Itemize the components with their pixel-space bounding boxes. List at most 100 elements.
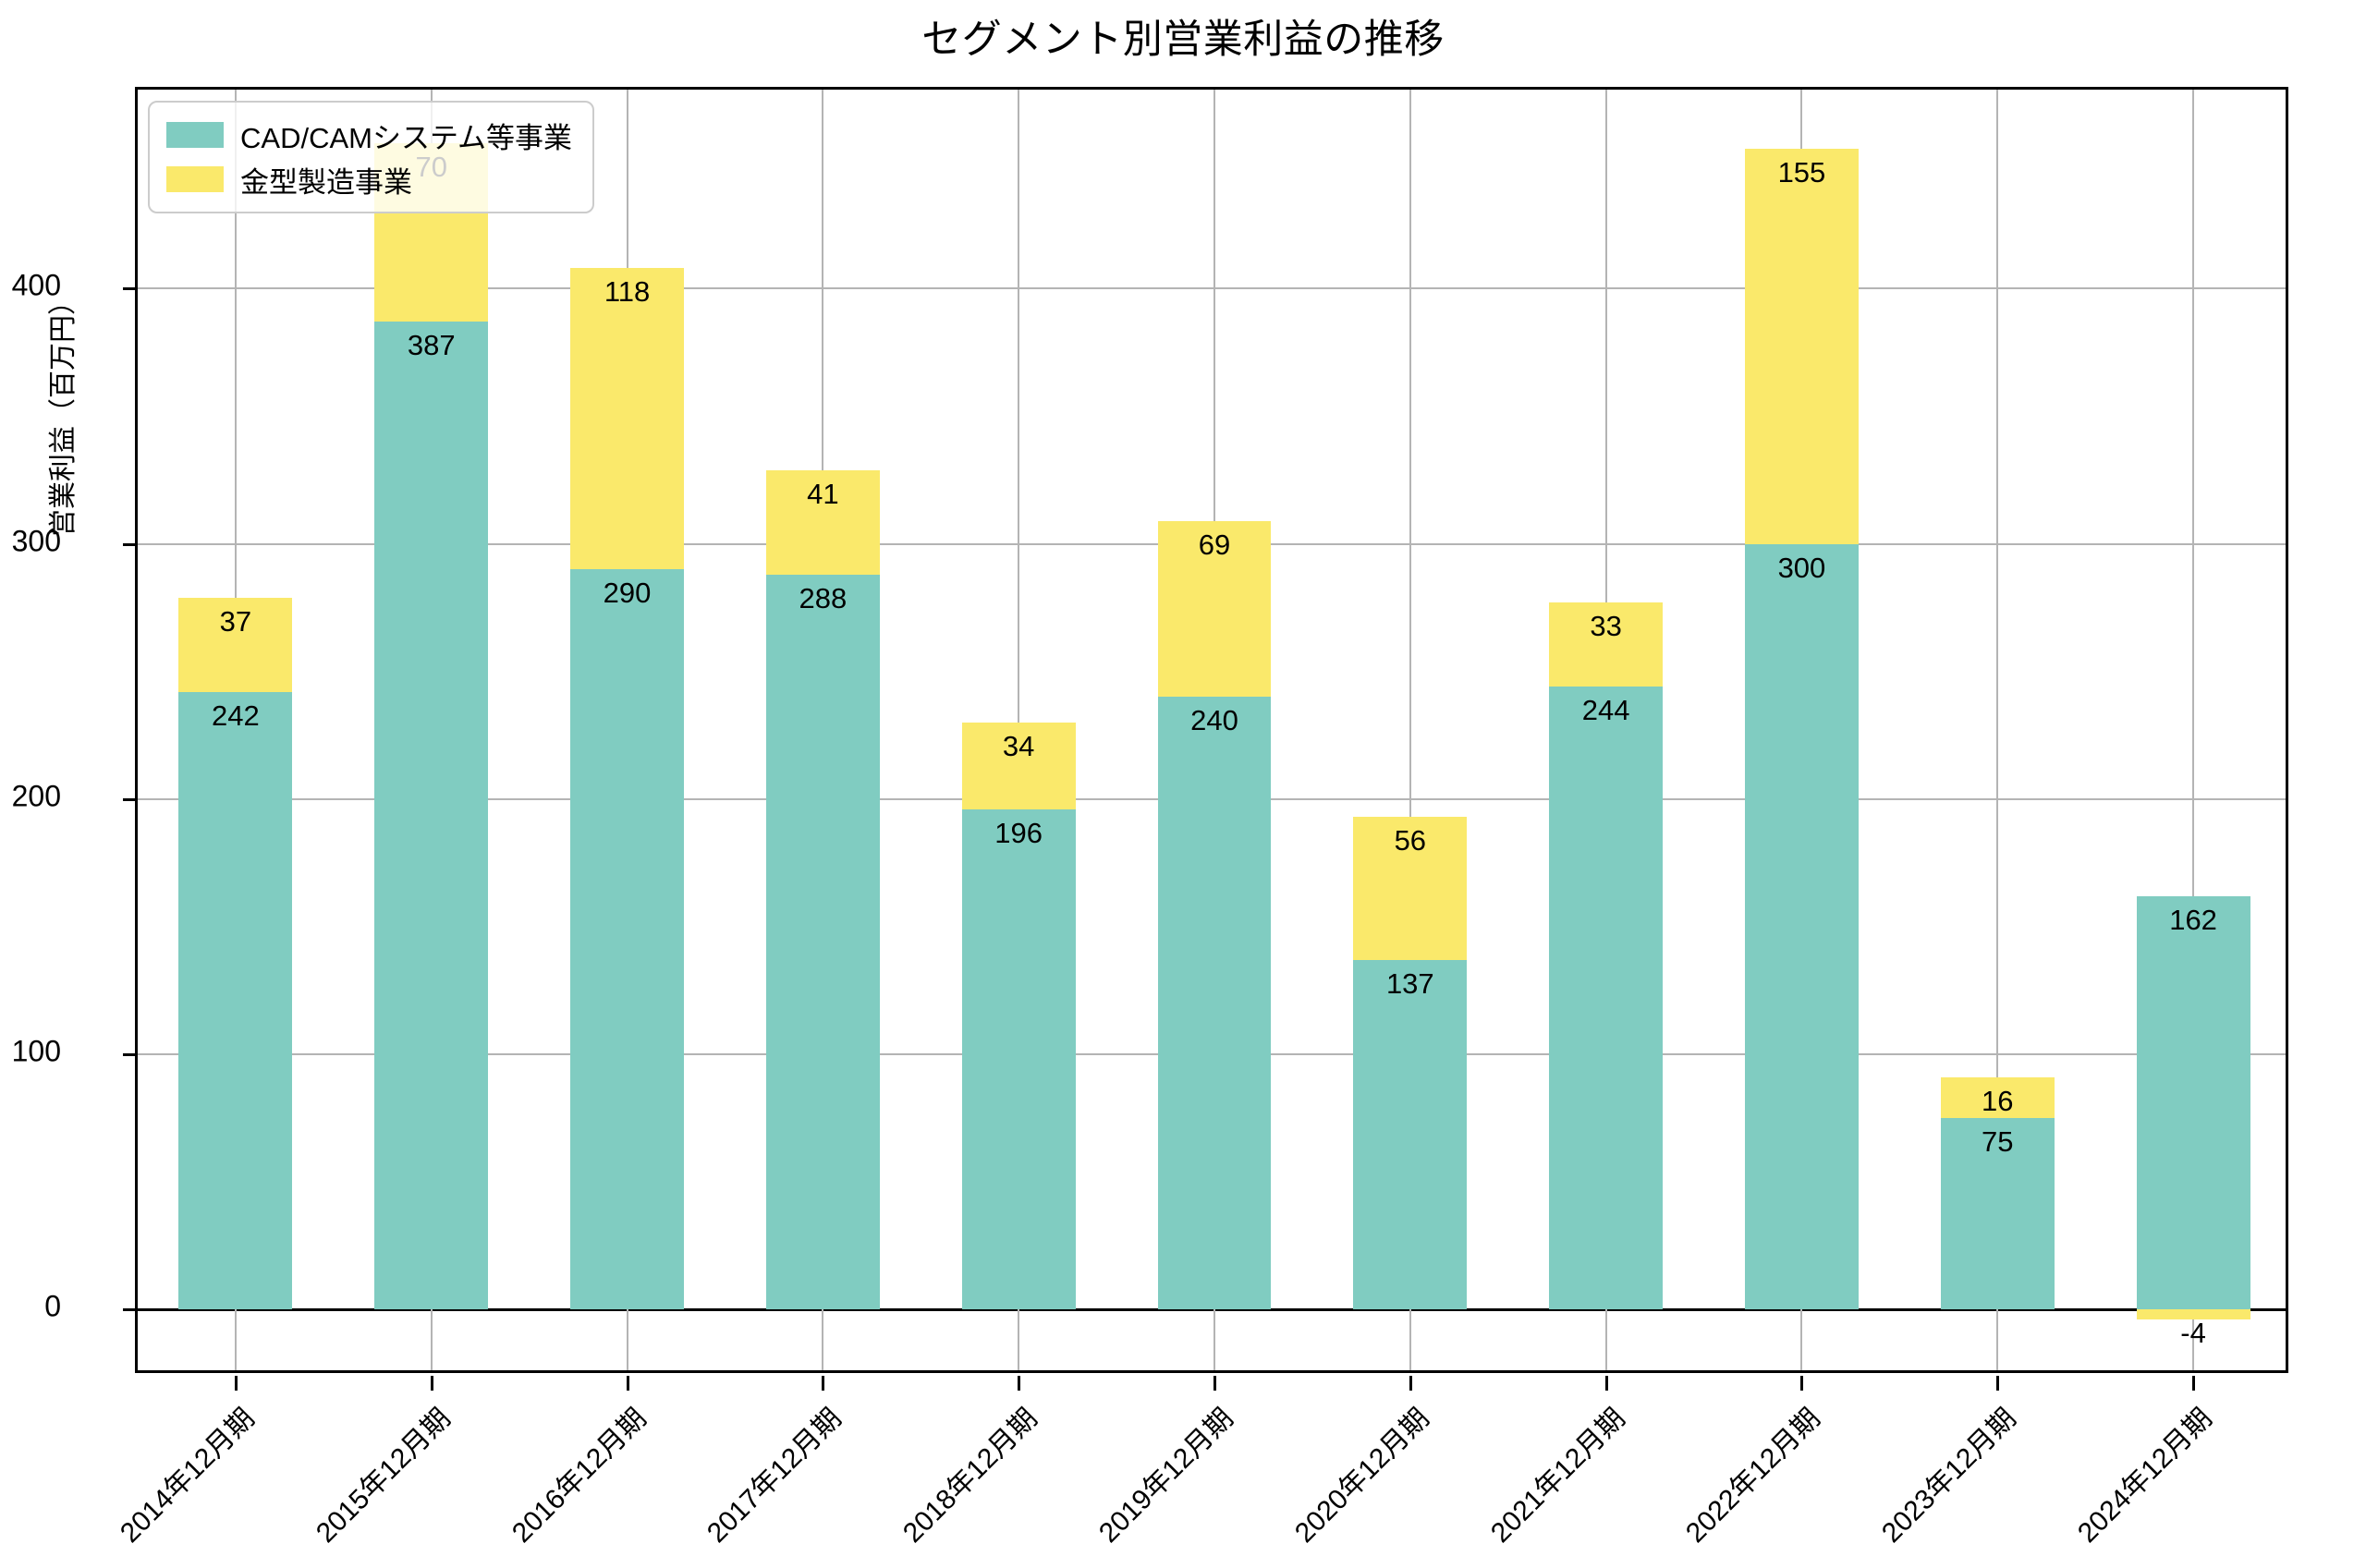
x-tick-label-9: 2023年12月期 xyxy=(1876,1403,2023,1550)
y-tick-mark xyxy=(123,542,138,546)
x-tick-mark xyxy=(1018,1376,1021,1391)
bar-segment-cadcam[interactable] xyxy=(1745,543,1859,1310)
bar-group[interactable]: 38770 xyxy=(374,90,489,1376)
bar-segment-cadcam[interactable] xyxy=(1940,1118,2055,1310)
bar-segment-mold[interactable] xyxy=(2136,1309,2250,1320)
plot-area: 242 37 38770 290 118 288 41 196 34 240 69 137 56 244 3… xyxy=(123,87,2288,1391)
y-axis-label: 営業利益（百万円） xyxy=(48,287,79,537)
bar-segment-cadcam[interactable] xyxy=(2136,895,2250,1310)
bar-segment-mold[interactable] xyxy=(570,268,684,570)
bar-value-label-cadcam: 244 xyxy=(1581,694,1630,727)
x-tick-mark xyxy=(822,1376,825,1391)
x-tick-label-4: 2018年12月期 xyxy=(897,1403,1043,1550)
bar-group[interactable]: 75 16 xyxy=(1940,90,2055,1376)
y-tick-label-400: 400 xyxy=(11,268,61,302)
x-tick-label-6: 2020年12月期 xyxy=(1288,1403,1435,1550)
bar-segment-mold[interactable] xyxy=(961,722,1076,809)
x-tick-mark xyxy=(626,1376,629,1391)
bar-segment-mold[interactable] xyxy=(1549,602,1664,687)
bar-value-label-cadcam: 300 xyxy=(1777,551,1826,584)
x-tick-mark xyxy=(1409,1376,1412,1391)
bar-group[interactable]: 244 33 xyxy=(1549,90,1664,1376)
x-tick-mark xyxy=(1800,1376,1804,1391)
y-tick-label-300: 300 xyxy=(11,524,61,558)
x-tick-mark xyxy=(430,1376,433,1391)
legend-item-0[interactable]: CAD/CAMシステム等事業 xyxy=(166,117,572,154)
y-tick-label-200: 200 xyxy=(11,779,61,813)
x-tick-label-5: 2019年12月期 xyxy=(1093,1403,1239,1550)
chart-title: セグメント別営業利益の推移 xyxy=(921,18,1445,62)
x-tick-label-1: 2015年12月期 xyxy=(310,1403,457,1550)
y-tick-mark xyxy=(123,1308,138,1312)
bar-value-label-mold: 118 xyxy=(604,275,651,309)
gridline-x-10 xyxy=(2192,90,2195,1370)
chart-legend[interactable]: CAD/CAMシステム等事業 金型製造事業 xyxy=(148,101,595,213)
bar-segment-cadcam[interactable] xyxy=(570,569,684,1310)
y-tick-label-100: 100 xyxy=(11,1034,61,1068)
y-tick-mark xyxy=(123,797,138,801)
legend-swatch-icon xyxy=(166,166,224,192)
bar-value-label-mold: -4 xyxy=(2180,1317,2206,1350)
bar-group[interactable]: 240 69 xyxy=(1157,90,1272,1376)
gridline-y-0 xyxy=(138,1308,2286,1312)
bar-value-label-mold: 155 xyxy=(1777,155,1826,188)
gridline-x-6 xyxy=(1409,90,1411,1370)
x-tick-label-8: 2022年12月期 xyxy=(1680,1403,1827,1550)
x-tick-mark xyxy=(1996,1376,2000,1391)
y-tick-mark xyxy=(123,1053,138,1056)
bar-group[interactable]: 162 -4 xyxy=(2136,90,2250,1376)
x-tick-label-10: 2024年12月期 xyxy=(2072,1403,2218,1550)
bar-value-label-mold: 33 xyxy=(1590,610,1622,643)
bar-value-label-cadcam: 196 xyxy=(994,816,1043,849)
bar-segment-mold[interactable] xyxy=(765,469,880,575)
bar-segment-cadcam[interactable] xyxy=(1549,687,1664,1310)
bar-value-label-mold: 56 xyxy=(1394,824,1427,857)
x-tick-mark xyxy=(234,1376,238,1391)
bar-value-label-mold: 37 xyxy=(219,604,252,638)
bar-group[interactable]: 137 56 xyxy=(1353,90,1468,1376)
x-tick-label-2: 2016年12月期 xyxy=(506,1403,652,1550)
bar-group[interactable]: 290 118 xyxy=(570,90,684,1376)
bar-group[interactable]: 288 41 xyxy=(765,90,880,1376)
bar-value-label-cadcam: 290 xyxy=(603,577,652,610)
x-tick-mark xyxy=(2192,1376,2196,1391)
gridline-x-9 xyxy=(1996,90,1999,1370)
legend-label: 金型製造事業 xyxy=(240,165,412,199)
bar-segment-mold[interactable] xyxy=(1745,148,1859,544)
bar-segment-mold[interactable] xyxy=(1353,817,1468,960)
bar-value-label-cadcam: 242 xyxy=(212,699,260,732)
y-tick-label-0: 0 xyxy=(44,1289,61,1323)
bar-value-label-mold: 16 xyxy=(1982,1084,2014,1117)
x-tick-label-7: 2021年12月期 xyxy=(1484,1403,1631,1550)
bar-segment-mold[interactable] xyxy=(1157,520,1272,698)
bar-value-label-cadcam: 288 xyxy=(799,581,848,614)
bar-value-label-mold: 41 xyxy=(807,477,839,510)
bar-segment-cadcam[interactable] xyxy=(961,808,1076,1310)
bar-group[interactable]: 196 34 xyxy=(961,90,1076,1376)
bar-segment-cadcam[interactable] xyxy=(374,322,489,1310)
legend-swatch-icon xyxy=(166,122,224,148)
bar-value-label-cadcam: 75 xyxy=(1982,1125,2014,1159)
x-tick-mark xyxy=(1213,1376,1216,1391)
bar-segment-cadcam[interactable] xyxy=(1353,959,1468,1310)
bar-segment-cadcam[interactable] xyxy=(765,574,880,1310)
legend-label: CAD/CAMシステム等事業 xyxy=(240,121,573,154)
x-tick-mark xyxy=(1604,1376,1608,1391)
legend-item-1[interactable]: 金型製造事業 xyxy=(166,162,572,199)
gridline-y-400 xyxy=(138,287,2286,290)
bar-segment-cadcam[interactable] xyxy=(1157,697,1272,1310)
bar-value-label-cadcam: 240 xyxy=(1190,704,1238,737)
bar-value-label-cadcam: 137 xyxy=(1385,966,1434,1000)
bar-segment-cadcam[interactable] xyxy=(178,691,293,1310)
y-tick-mark xyxy=(123,287,138,291)
bar-segment-mold[interactable] xyxy=(178,597,293,692)
bar-value-label-mold: 69 xyxy=(1198,528,1231,561)
bar-segment-mold[interactable] xyxy=(1940,1076,2055,1119)
bar-value-label-cadcam: 162 xyxy=(2169,903,2217,936)
bar-group[interactable]: 300 155 xyxy=(1745,90,1859,1376)
bar-value-label-cadcam: 387 xyxy=(407,329,456,362)
x-tick-label-3: 2017年12月期 xyxy=(701,1403,848,1550)
x-tick-label-0: 2014年12月期 xyxy=(114,1403,261,1550)
bar-group[interactable]: 242 37 xyxy=(178,90,293,1376)
